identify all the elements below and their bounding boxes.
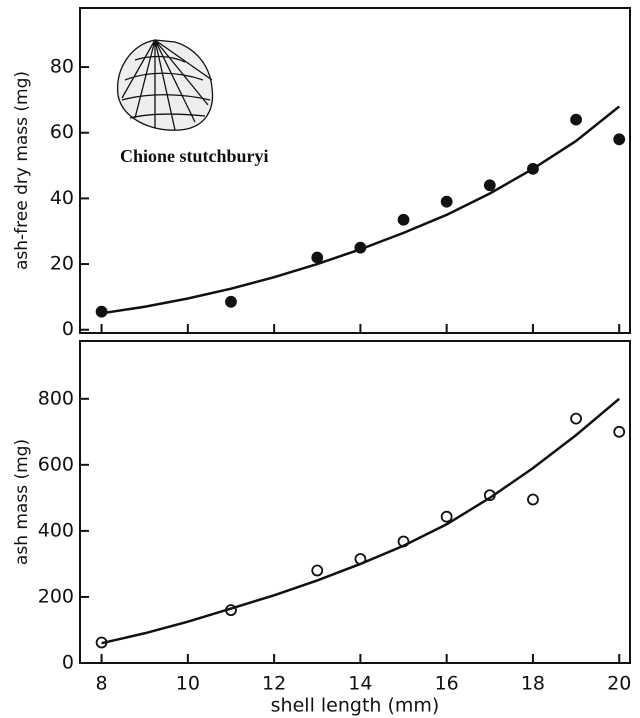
data-point bbox=[570, 113, 582, 126]
plot-frame bbox=[79, 7, 631, 334]
shell-illustration bbox=[117, 39, 214, 131]
data-point bbox=[440, 195, 453, 208]
data-point bbox=[397, 213, 410, 226]
data-point bbox=[311, 564, 324, 577]
x-tick-label: 16 bbox=[435, 673, 459, 695]
y-tick-label: 200 bbox=[38, 585, 74, 607]
y-axis-label: ash mass (mg) bbox=[12, 439, 32, 565]
y-tick-label: 80 bbox=[50, 56, 74, 78]
x-tick-label: 14 bbox=[348, 673, 372, 695]
data-point bbox=[483, 179, 496, 192]
data-point bbox=[570, 412, 582, 425]
y-tick-label: 400 bbox=[38, 519, 74, 541]
data-point bbox=[311, 251, 324, 264]
x-tick-label: 8 bbox=[96, 673, 108, 695]
fit-curve bbox=[101, 397, 621, 645]
y-tick-label: 60 bbox=[50, 121, 74, 143]
data-point bbox=[225, 295, 237, 308]
x-tick-label: 12 bbox=[262, 673, 286, 695]
plot-frame bbox=[79, 340, 631, 664]
y-axis-label: ash-free dry mass (mg) bbox=[12, 71, 32, 270]
y-tick-label: 0 bbox=[62, 652, 74, 674]
y-tick-label: 20 bbox=[50, 253, 74, 275]
x-tick-label: 10 bbox=[176, 673, 200, 695]
annotation: Chione stutchburyi bbox=[120, 146, 269, 166]
data-point bbox=[613, 133, 626, 146]
x-axis-label: shell length (mm) bbox=[271, 695, 440, 717]
data-point bbox=[527, 493, 539, 506]
fit-curve bbox=[101, 105, 620, 315]
y-tick-label: 40 bbox=[50, 187, 74, 209]
y-tick-label: 600 bbox=[38, 453, 74, 475]
x-tick-label: 18 bbox=[521, 673, 545, 695]
data-point bbox=[613, 425, 626, 438]
data-point bbox=[440, 510, 453, 523]
x-tick-label: 20 bbox=[607, 673, 631, 695]
y-tick-label: 800 bbox=[38, 387, 74, 409]
y-tick-label: 0 bbox=[62, 318, 74, 340]
